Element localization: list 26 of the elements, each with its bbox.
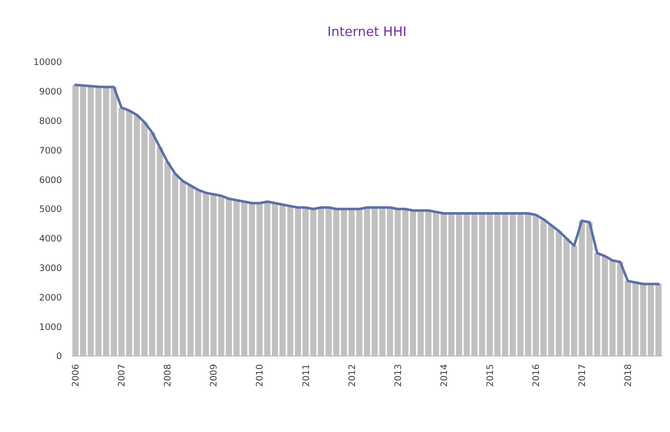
x-tick-label: 2006 [72,364,82,387]
y-tick-label: 8000 [39,116,62,127]
x-tick-label: 2009 [210,364,220,387]
chart-title: Internet HHI [327,25,407,40]
y-tick-label: 2000 [39,293,62,304]
y-tick-label: 1000 [39,322,62,333]
x-tick-label: 2018 [624,364,634,387]
x-tick-label: 2011 [302,364,312,387]
y-tick-label: 10000 [33,58,62,68]
x-tick-label: 2010 [256,364,266,387]
line-series [74,84,660,286]
x-tick-label: 2017 [578,364,588,387]
y-tick-label: 5000 [39,205,62,216]
x-tick-label: 2015 [486,364,496,387]
x-tick-label: 2013 [394,364,404,387]
x-tick-label: 2016 [532,364,542,387]
y-tick-label: 3000 [39,264,62,274]
y-tick-label: 6000 [39,176,62,186]
y-tick-label: 4000 [39,234,62,245]
y-tick-label: 7000 [39,146,62,156]
x-tick-label: 2012 [348,364,358,387]
x-tick-label: 2008 [164,364,174,387]
y-tick-label: 0 [56,352,62,362]
x-tick-label: 2007 [118,364,128,387]
x-tick-label: 2014 [440,364,450,387]
y-tick-label: 9000 [39,88,62,98]
